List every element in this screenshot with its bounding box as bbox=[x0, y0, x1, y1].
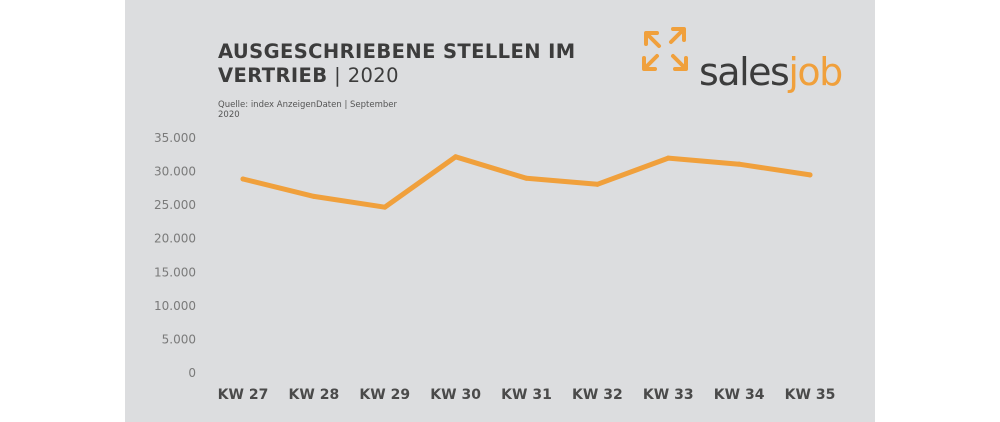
salesjob-logo: salesjob bbox=[637, 22, 867, 102]
x-category-label: KW 30 bbox=[430, 387, 481, 403]
x-category-label: KW 29 bbox=[359, 387, 410, 403]
chart-title-separator: | bbox=[327, 64, 348, 87]
chart-source-note: Quelle: index AnzeigenDaten | September … bbox=[218, 100, 398, 120]
y-tick-label: 20.000 bbox=[154, 232, 196, 246]
y-tick-label: 25.000 bbox=[154, 198, 196, 212]
line-chart: 0 5.000 10.000 15.000 20.000 25.000 30.000 35.0… bbox=[154, 131, 836, 403]
chart-title-year: 2020 bbox=[347, 64, 399, 87]
data-point bbox=[807, 172, 813, 178]
y-tick-label: 10.000 bbox=[154, 299, 196, 313]
chart-title-bold-part: VERTRIEB bbox=[218, 64, 328, 87]
chart-panel: AUSGESCHRIEBENE STELLEN IM VERTRIEB | 20… bbox=[125, 0, 875, 422]
series-line bbox=[240, 154, 813, 210]
x-category-label: KW 27 bbox=[218, 387, 269, 403]
y-tick-label: 35.000 bbox=[154, 131, 196, 145]
data-point bbox=[382, 204, 388, 210]
arrows-logo-icon bbox=[642, 27, 688, 71]
data-point bbox=[665, 155, 671, 161]
y-tick-label: 5.000 bbox=[162, 332, 196, 346]
data-point bbox=[524, 175, 529, 181]
data-point bbox=[240, 176, 246, 182]
logo-wordmark: salesjob bbox=[699, 50, 843, 94]
x-category-label: KW 35 bbox=[785, 387, 836, 403]
y-tick-label: 0 bbox=[188, 366, 196, 380]
x-category-label: KW 32 bbox=[572, 387, 623, 403]
chart-title-line-2: VERTRIEB | 2020 bbox=[218, 64, 399, 87]
data-point bbox=[594, 181, 600, 187]
x-category-label: KW 34 bbox=[714, 387, 765, 403]
y-tick-label: 30.000 bbox=[154, 165, 196, 179]
chart-title-line-1: AUSGESCHRIEBENE STELLEN IM bbox=[218, 40, 576, 63]
data-point bbox=[736, 161, 742, 167]
logo-text-accent: job bbox=[788, 50, 843, 94]
data-point bbox=[311, 193, 317, 199]
y-tick-label: 15.000 bbox=[154, 265, 196, 279]
x-category-label: KW 28 bbox=[289, 387, 340, 403]
data-point bbox=[453, 154, 459, 160]
x-category-label: KW 31 bbox=[501, 387, 552, 403]
logo-text-main: sales bbox=[699, 50, 790, 94]
x-category-label: KW 33 bbox=[643, 387, 694, 403]
